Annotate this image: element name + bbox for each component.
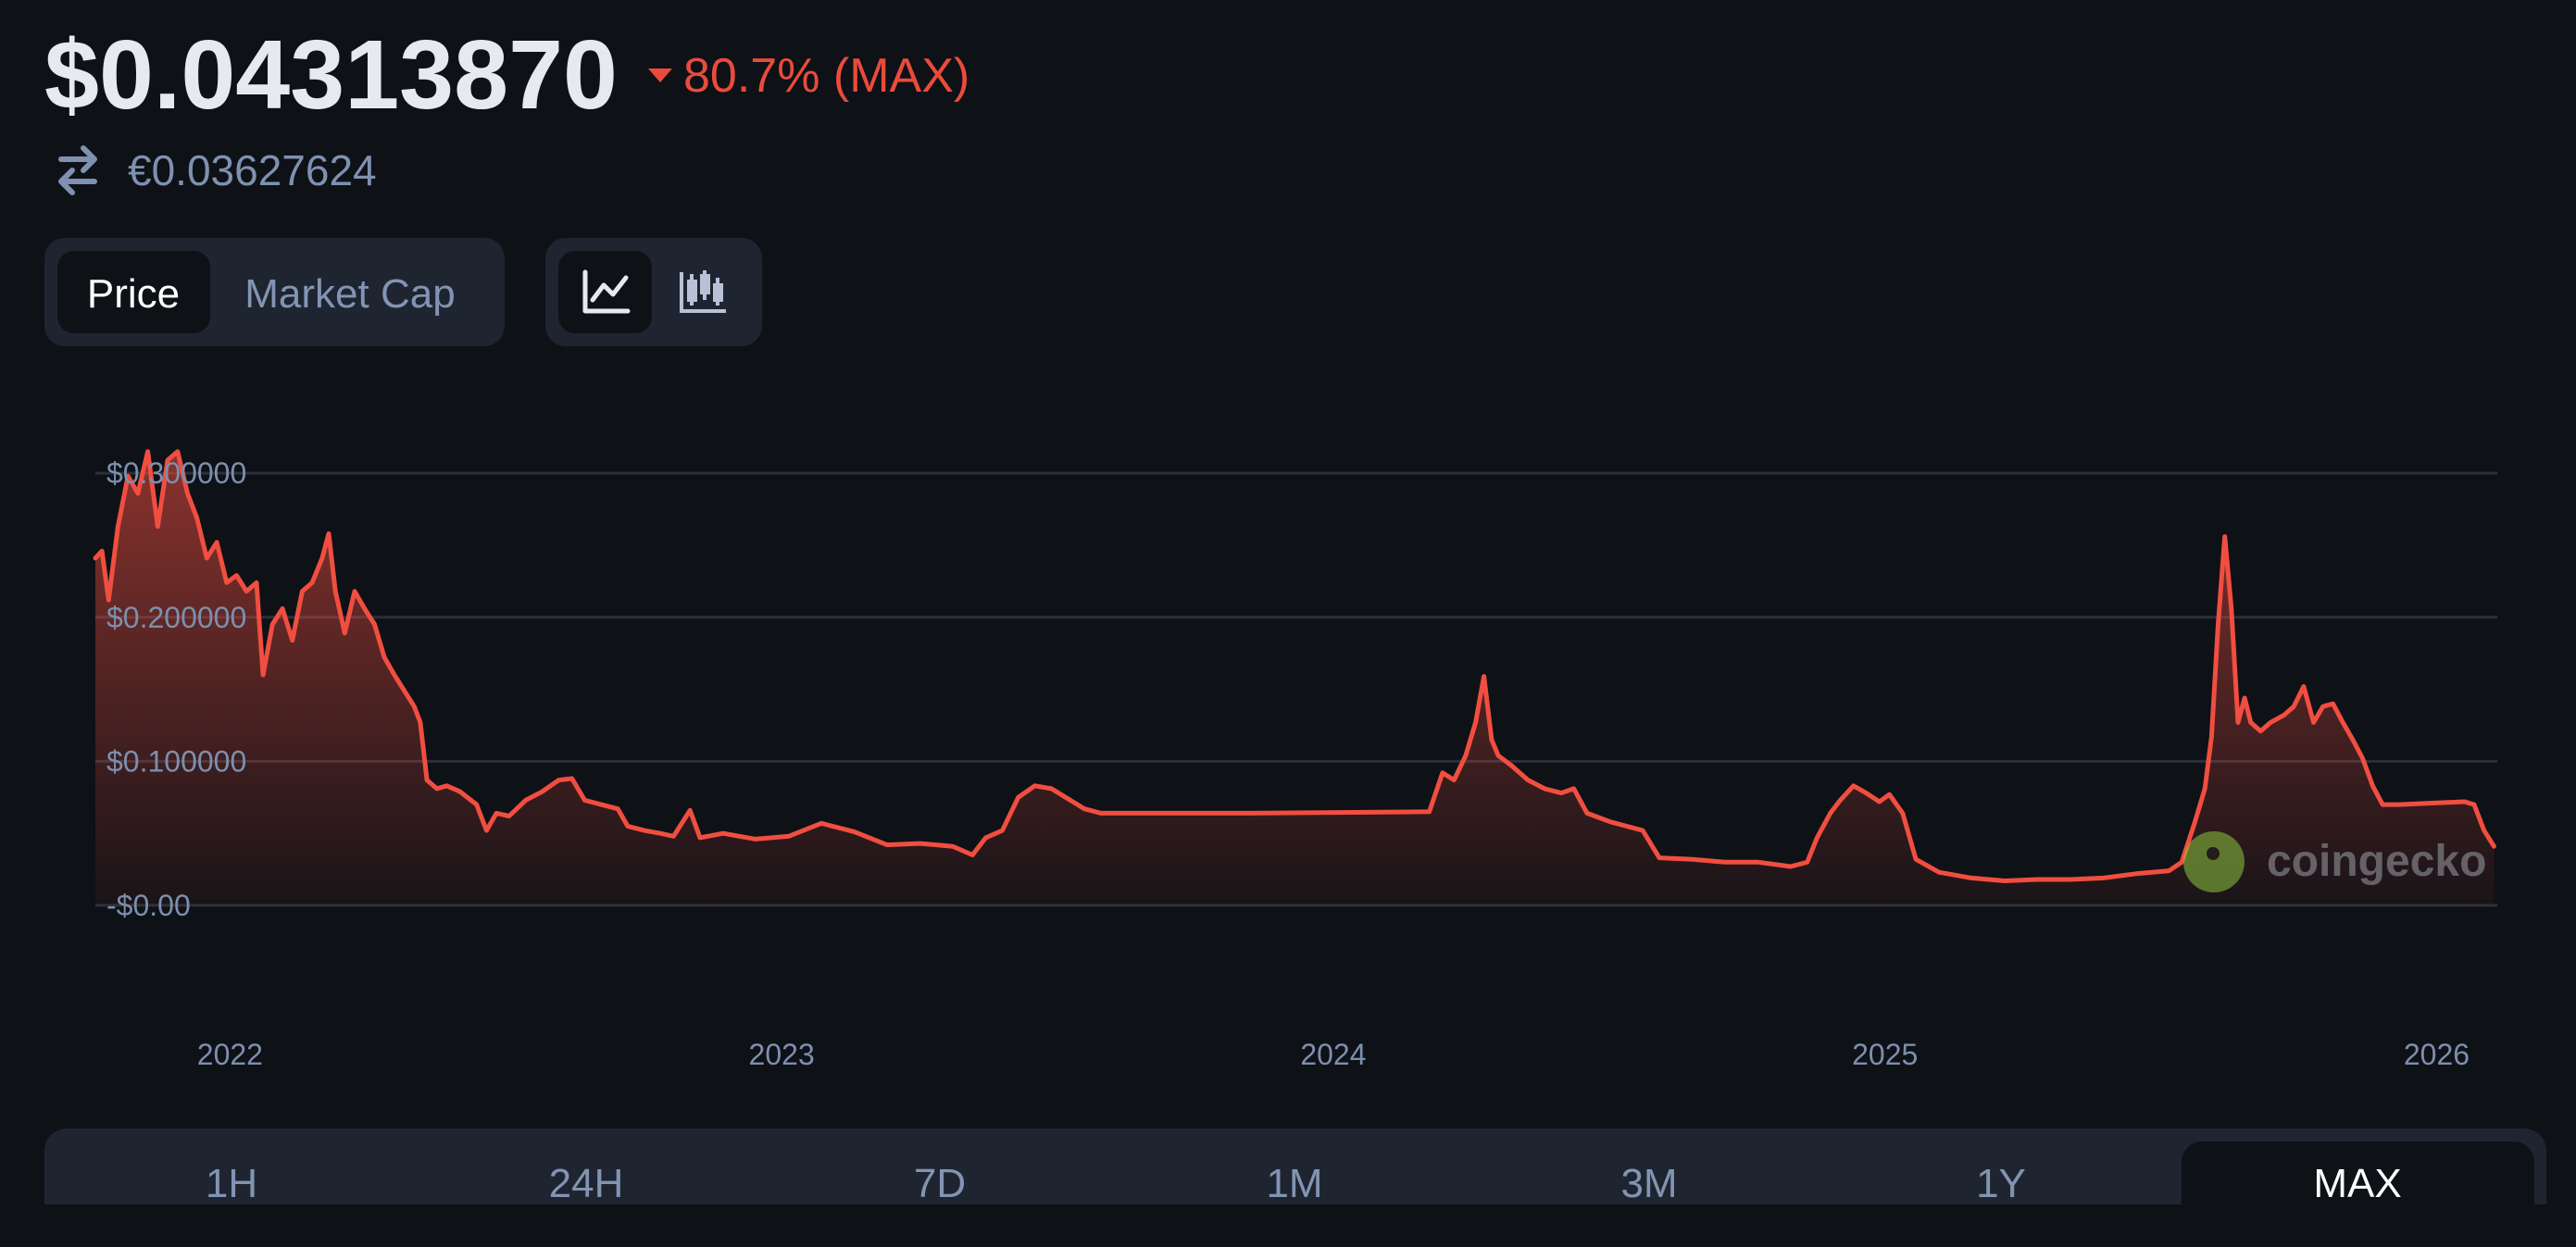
swap-icon <box>58 145 97 195</box>
range-button[interactable]: 3M <box>1620 1161 1677 1206</box>
bottom-edge <box>0 1204 2576 1247</box>
candlestick-icon[interactable] <box>680 270 726 313</box>
range-button[interactable]: 1H <box>206 1161 257 1206</box>
x-tick-label: 2024 <box>1300 1038 1366 1071</box>
line-chart-icon <box>582 269 631 314</box>
range-button[interactable]: MAX <box>2313 1161 2401 1206</box>
converted-price: €0.03627624 <box>128 146 377 194</box>
watermark: coingecko <box>2183 831 2486 892</box>
x-tick-label: 2023 <box>749 1038 815 1071</box>
range-button[interactable]: 1Y <box>1976 1161 2026 1206</box>
toggle-market-cap[interactable]: Market Cap <box>244 271 455 317</box>
range-button[interactable]: 1M <box>1266 1161 1322 1206</box>
y-tick-label: $0.100000 <box>106 744 246 778</box>
price: $0.04313870 <box>44 20 618 130</box>
y-tick-label: $0.300000 <box>106 456 246 490</box>
x-tick-label: 2025 <box>1852 1038 1918 1071</box>
watermark-logo <box>2183 831 2245 892</box>
y-tick-label: $0.200000 <box>106 601 246 634</box>
toggle-selected[interactable] <box>57 251 210 333</box>
plot-area <box>93 449 2496 905</box>
x-tick-label: 2022 <box>197 1038 263 1071</box>
price-line <box>93 449 2496 883</box>
toggle-price[interactable]: Price <box>87 271 180 317</box>
watermark-eye <box>2207 847 2220 860</box>
range-button[interactable]: 7D <box>914 1161 966 1206</box>
x-tick-label: 2026 <box>2404 1038 2470 1071</box>
y-tick-label: -$0.00 <box>106 889 191 922</box>
watermark-text: coingecko <box>2267 837 2486 886</box>
price-change: 80.7% (MAX) <box>683 49 969 103</box>
line-chart-button[interactable] <box>558 251 652 333</box>
range-button[interactable]: 24H <box>549 1161 624 1206</box>
axes: -$0.00 $0.100000 $0.200000 $0.300000 2022 202… <box>106 456 2470 1071</box>
down-arrow <box>648 69 672 82</box>
